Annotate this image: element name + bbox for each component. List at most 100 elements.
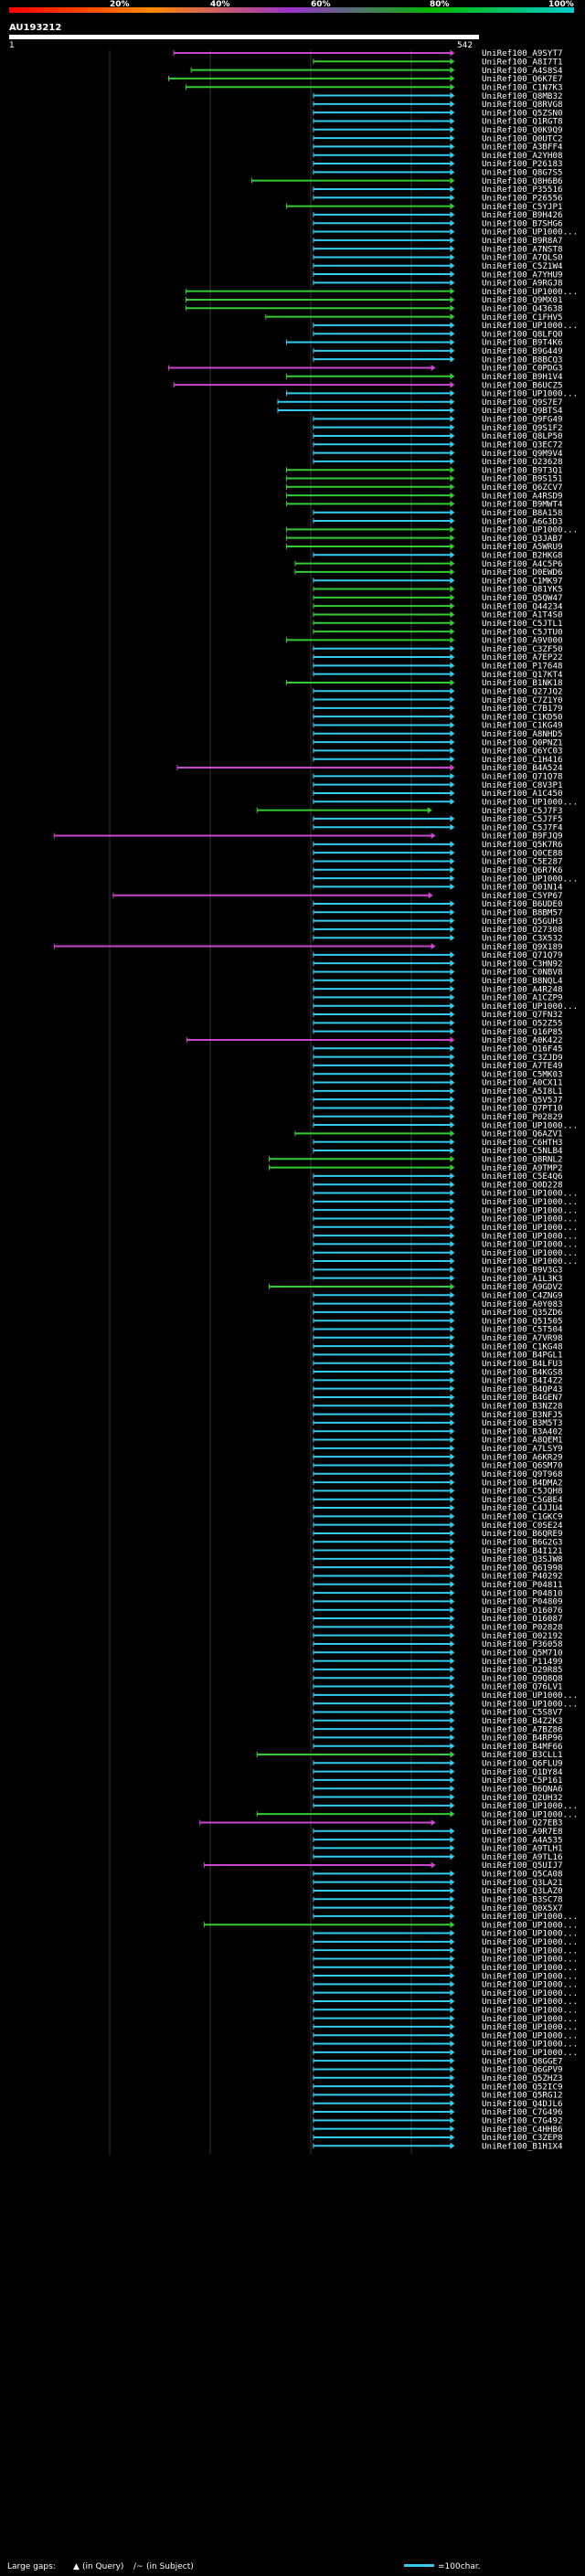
hit-label[interactable]: UniRef100_B9R8A7 [482,236,563,246]
hit-row[interactable]: UniRef100_UP1000... [313,1699,578,1709]
hit-row[interactable]: UniRef100_Q6ZCV7 [285,482,563,493]
hit-label[interactable]: UniRef100_Q0D228 [482,1180,563,1190]
hit-label[interactable]: UniRef100_B8BCQ3 [482,355,563,365]
hit-row[interactable]: UniRef100_Q5RG12 [313,2091,563,2101]
hit-row[interactable]: UniRef100_A7TE49 [313,1061,563,1071]
hit-label[interactable]: UniRef100_A7TE49 [482,1061,563,1071]
hit-row[interactable]: UniRef100_C7Z1Y0 [313,695,563,705]
hit-row[interactable]: UniRef100_B6QRE9 [313,1529,563,1539]
hit-label[interactable]: UniRef100_A6G3D3 [482,516,563,526]
hit-label[interactable]: UniRef100_Q6K7E7 [482,74,563,84]
hit-row[interactable]: UniRef100_O16076 [313,1606,563,1616]
hit-label[interactable]: UniRef100_A9V000 [482,636,563,646]
hit-label[interactable]: UniRef100_Q8G7S5 [482,168,563,178]
hit-label[interactable]: UniRef100_Q1DY84 [482,1767,563,1777]
hit-label[interactable]: UniRef100_Q8GGE7 [482,2056,563,2066]
hit-row[interactable]: UniRef100_UP1000... [313,1980,578,1990]
hit-row[interactable]: UniRef100_UP1000... [313,1801,578,1811]
hit-label[interactable]: UniRef100_UP1000... [482,1256,578,1267]
hit-row[interactable]: UniRef100_Q5GUH3 [313,917,563,927]
hit-row[interactable]: UniRef100_Q3EC72 [313,440,563,450]
hit-label[interactable]: UniRef100_B9T3Q1 [482,465,563,475]
hit-row[interactable]: UniRef100_B9R8A7 [313,236,563,246]
hit-row[interactable]: UniRef100_C5E4Q6 [313,1171,563,1182]
hit-label[interactable]: UniRef100_UP1000... [482,2006,578,2016]
hit-label[interactable]: UniRef100_Q7FN32 [482,1010,563,1020]
hit-row[interactable]: UniRef100_C3ZF50 [313,644,563,654]
hit-label[interactable]: UniRef100_P17648 [482,662,563,672]
hit-row[interactable]: UniRef100_B4I121 [313,1546,563,1556]
hit-row[interactable]: UniRef100_B4I4Z2 [313,1376,563,1386]
hit-row[interactable]: UniRef100_Q9S1F2 [313,423,563,433]
hit-label[interactable]: UniRef100_P04809 [482,1597,563,1607]
hit-row[interactable]: UniRef100_C1N7K3 [185,82,563,92]
hit-row[interactable]: UniRef100_A1CZP9 [313,993,563,1003]
hit-row[interactable]: UniRef100_Q16F45 [313,1044,563,1054]
hit-label[interactable]: UniRef100_UP1000... [482,1929,578,1939]
hit-row[interactable]: UniRef100_UP1000... [313,2006,578,2016]
hit-label[interactable]: UniRef100_C1MK97 [482,576,563,586]
hit-label[interactable]: UniRef100_Q5ZSN0 [482,108,563,118]
hit-label[interactable]: UniRef100_A7BZ86 [482,1724,563,1734]
hit-row[interactable]: UniRef100_P02828 [313,1623,563,1633]
hit-label[interactable]: UniRef100_C0PDG3 [482,364,563,374]
hit-row[interactable]: UniRef100_UP1000... [313,1002,578,1012]
hit-row[interactable]: UniRef100_C5JQH8 [313,1487,563,1497]
hit-row[interactable]: UniRef100_Q8MB32 [313,91,563,101]
hit-row[interactable]: UniRef100_Q6SM70 [313,1461,563,1471]
hit-label[interactable]: UniRef100_B4I4Z2 [482,1376,563,1386]
hit-row[interactable]: UniRef100_Q81YK5 [313,585,563,595]
hit-row[interactable]: UniRef100_A3BFF4 [313,143,563,153]
hit-label[interactable]: UniRef100_A7NST8 [482,244,563,254]
hit-row[interactable]: UniRef100_C1KG48 [313,1341,563,1352]
hit-label[interactable]: UniRef100_Q16F45 [482,1044,563,1054]
hit-row[interactable]: UniRef100_C5GBE4 [313,1495,563,1505]
hit-label[interactable]: UniRef100_Q43638 [482,304,563,314]
hit-label[interactable]: UniRef100_A4S8S4 [482,66,563,76]
hit-label[interactable]: UniRef100_B9H1V4 [482,372,563,382]
hit-row[interactable]: UniRef100_C0NBV8 [313,968,563,978]
hit-row[interactable]: UniRef100_B2HKG8 [313,550,563,560]
hit-label[interactable]: UniRef100_Q27EB3 [482,1818,563,1829]
hit-row[interactable]: UniRef100_UP1000... [313,228,578,238]
hit-row[interactable]: UniRef100_B9T3Q1 [285,465,563,475]
hit-row[interactable]: UniRef100_A7BZ86 [313,1724,563,1734]
hit-label[interactable]: UniRef100_C6HTH3 [482,1138,563,1148]
hit-label[interactable]: UniRef100_D0EWD6 [482,567,563,578]
hit-row[interactable]: UniRef100_Q8GGE7 [313,2056,563,2066]
hit-label[interactable]: UniRef100_Q3SJW8 [482,1554,563,1564]
hit-row[interactable]: UniRef100_B4Z2K3 [313,1716,563,1726]
hit-label[interactable]: UniRef100_O02192 [482,1631,563,1641]
hit-label[interactable]: UniRef100_C1GKC9 [482,1512,563,1522]
hit-label[interactable]: UniRef100_Q61998 [482,1563,563,1573]
hit-label[interactable]: UniRef100_B7SHG6 [482,218,563,228]
hit-row[interactable]: UniRef100_UP1000... [185,287,578,297]
hit-row[interactable]: UniRef100_C5YJP1 [285,202,563,212]
hit-row[interactable]: UniRef100_P36058 [313,1639,563,1649]
hit-label[interactable]: UniRef100_UP1000... [482,1214,578,1224]
hit-label[interactable]: UniRef100_C4HHB6 [482,2125,563,2135]
hit-row[interactable]: UniRef100_C5P161 [313,1776,563,1786]
hit-row[interactable]: UniRef100_Q8RNL2 [269,1155,563,1165]
hit-label[interactable]: UniRef100_Q8RVG8 [482,100,563,110]
hit-label[interactable]: UniRef100_A9SYT7 [482,48,563,58]
hit-row[interactable]: UniRef100_Q4DJL6 [313,2099,563,2109]
hit-label[interactable]: UniRef100_UP1000... [482,1120,578,1130]
hit-label[interactable]: UniRef100_Q9T968 [482,1469,563,1479]
hit-label[interactable]: UniRef100_B6UDE0 [482,899,563,909]
hit-label[interactable]: UniRef100_C5JTL1 [482,619,563,629]
hit-row[interactable]: UniRef100_Q61998 [313,1563,563,1573]
hit-label[interactable]: UniRef100_B6QRE9 [482,1529,563,1539]
hit-row[interactable]: UniRef100_A1T4S0 [313,610,563,620]
hit-label[interactable]: UniRef100_C5J7F4 [482,822,563,832]
hit-label[interactable]: UniRef100_UP1000... [482,2014,578,2024]
hit-label[interactable]: UniRef100_A4A535 [482,1835,563,1845]
hit-row[interactable]: UniRef100_B4DMA2 [313,1478,563,1488]
hit-row[interactable]: UniRef100_A4C5P6 [294,559,563,569]
hit-label[interactable]: UniRef100_Q8H6B6 [482,176,563,186]
hit-label[interactable]: UniRef100_A4RSD9 [482,491,563,501]
hit-row[interactable]: UniRef100_C7G496 [313,2107,563,2117]
hit-row[interactable]: UniRef100_A9GDV2 [269,1282,563,1292]
hit-label[interactable]: UniRef100_A8I7T1 [482,58,563,68]
hit-row[interactable]: UniRef100_Q1DY84 [313,1767,563,1777]
